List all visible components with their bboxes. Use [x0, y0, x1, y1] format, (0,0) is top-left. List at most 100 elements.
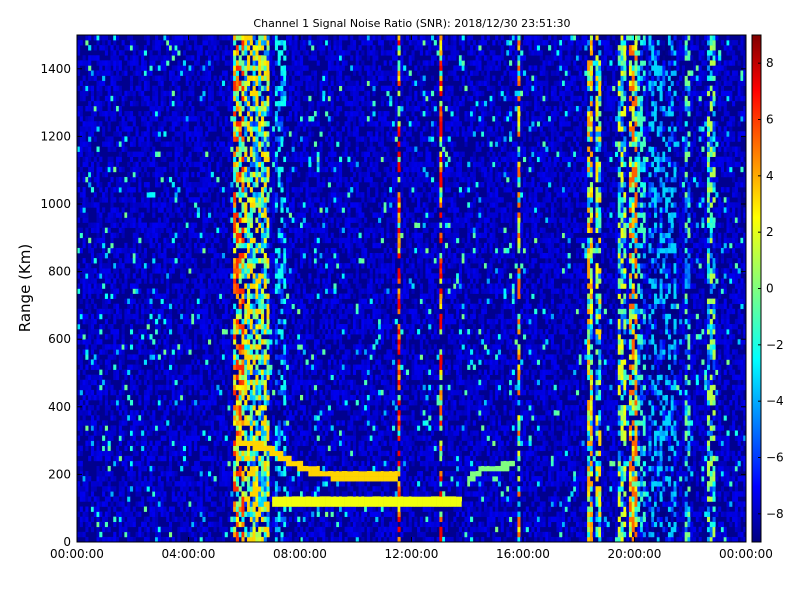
heatmap-cell: [286, 415, 290, 421]
heatmap-cell: [129, 415, 134, 421]
heatmap-cell: [166, 283, 170, 289]
heatmap-cell: [171, 516, 175, 523]
heatmap-cell: [224, 313, 228, 320]
heatmap-cell: [255, 105, 259, 112]
heatmap-cell: [258, 35, 262, 41]
heatmap-cell: [79, 339, 83, 345]
heatmap-cell: [227, 283, 231, 289]
heatmap-cell: [88, 136, 92, 142]
heatmap-cell: [171, 354, 175, 360]
heatmap-cell: [163, 222, 167, 228]
heatmap-cell: [102, 131, 106, 137]
heatmap-cell: [185, 192, 189, 198]
heatmap-cell: [297, 100, 301, 107]
heatmap-cell: [188, 526, 192, 533]
heatmap-cell: [132, 55, 136, 61]
heatmap-cell: [171, 50, 175, 56]
heatmap-cell: [155, 65, 159, 71]
heatmap-cell: [235, 126, 239, 132]
heatmap-cell: [233, 237, 237, 244]
heatmap-cell: [277, 55, 281, 61]
heatmap-cell: [305, 308, 309, 315]
heatmap-cell: [102, 80, 106, 86]
heatmap-cell: [152, 116, 156, 122]
heatmap-cell: [166, 303, 170, 310]
heatmap-cell: [163, 491, 167, 497]
heatmap-cell: [113, 318, 117, 325]
heatmap-cell: [241, 182, 245, 188]
heatmap-cell: [283, 318, 287, 325]
heatmap-cell: [188, 268, 192, 274]
heatmap-cell: [116, 126, 120, 132]
heatmap-cell: [166, 141, 170, 147]
heatmap-cell: [152, 465, 156, 472]
heatmap-cell: [143, 349, 147, 355]
heatmap-cell: [99, 65, 103, 71]
heatmap-cell: [127, 303, 131, 310]
heatmap-cell: [138, 151, 142, 157]
heatmap-cell: [235, 131, 239, 137]
heatmap-cell: [280, 100, 284, 107]
heatmap-cell: [269, 400, 273, 406]
heatmap-cell: [124, 146, 128, 152]
heatmap-cell: [274, 420, 278, 426]
heatmap-cell: [235, 400, 239, 406]
heatmap-cell: [238, 501, 242, 507]
heatmap-cell: [85, 268, 89, 274]
heatmap-cell: [277, 166, 281, 173]
heatmap-cell: [219, 374, 223, 381]
heatmap-cell: [104, 359, 108, 365]
heatmap-cell: [180, 465, 184, 472]
heatmap-cell: [163, 95, 167, 102]
heatmap-cell: [171, 121, 175, 127]
heatmap-cell: [305, 313, 309, 320]
heatmap-cell: [194, 521, 198, 528]
heatmap-cell: [238, 450, 242, 457]
heatmap-cell: [208, 298, 212, 305]
heatmap-cell: [244, 65, 248, 71]
heatmap-cell: [208, 35, 212, 41]
heatmap-cell: [302, 379, 306, 386]
heatmap-cell: [96, 506, 100, 512]
heatmap-cell: [163, 293, 167, 299]
heatmap-cell: [149, 384, 153, 391]
heatmap-cell: [171, 212, 175, 218]
heatmap-cell: [174, 369, 178, 375]
heatmap-cell: [188, 379, 192, 386]
heatmap-cell: [221, 131, 226, 137]
heatmap-cell: [255, 394, 259, 401]
heatmap-cell: [210, 491, 214, 497]
heatmap-cell: [135, 354, 139, 360]
heatmap-cell: [213, 481, 217, 487]
heatmap-cell: [308, 166, 312, 173]
heatmap-cell: [308, 430, 312, 436]
heatmap-cell: [260, 136, 265, 142]
heatmap-cell: [221, 405, 226, 411]
heatmap-cell: [272, 50, 276, 56]
heatmap-cell: [205, 405, 209, 411]
heatmap-cell: [286, 430, 290, 436]
heatmap-cell: [85, 227, 89, 234]
heatmap-cell: [166, 35, 170, 41]
heatmap-cell: [168, 242, 173, 249]
heatmap-cell: [247, 303, 251, 310]
heatmap-cell: [258, 405, 262, 411]
heatmap-cell: [208, 176, 212, 183]
heatmap-cell: [208, 471, 212, 477]
heatmap-cell: [235, 394, 239, 401]
heatmap-cell: [135, 278, 139, 284]
heatmap-cell: [149, 70, 153, 76]
heatmap-cell: [238, 313, 242, 320]
heatmap-cell: [160, 415, 164, 421]
heatmap-cell: [132, 187, 136, 193]
heatmap-cell: [196, 318, 200, 325]
heatmap-cell: [191, 258, 195, 264]
heatmap-cell: [210, 232, 214, 239]
heatmap-cell: [107, 278, 111, 284]
heatmap-cell: [263, 450, 267, 457]
heatmap-cell: [244, 227, 248, 234]
heatmap-cell: [118, 212, 122, 218]
heatmap-cell: [85, 313, 89, 320]
heatmap-cell: [224, 420, 228, 426]
heatmap-cell: [196, 70, 200, 76]
